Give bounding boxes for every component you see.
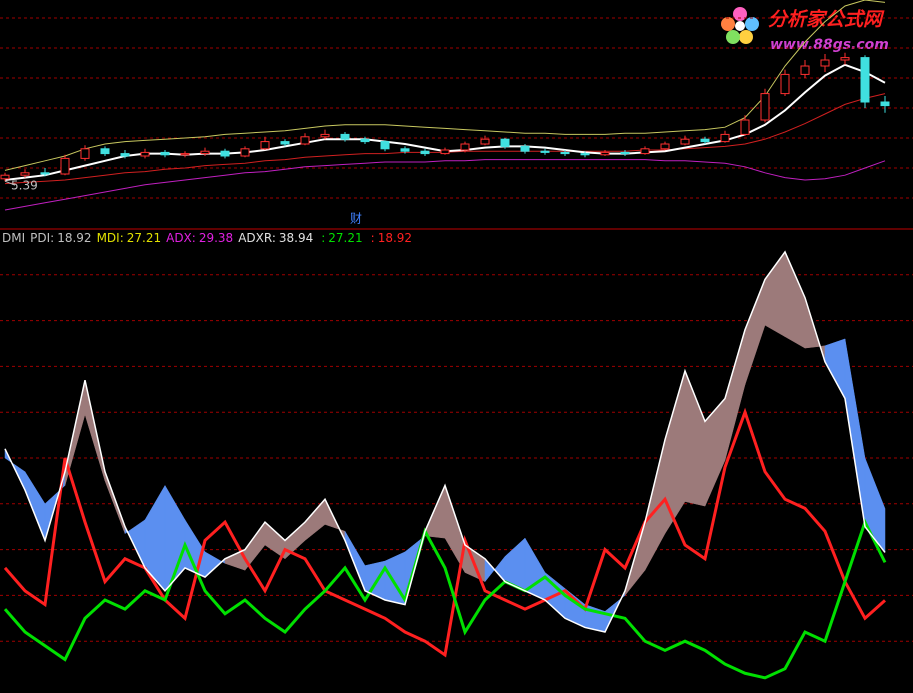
candle-body — [700, 138, 710, 143]
candle-body — [760, 93, 770, 121]
candle-body — [340, 133, 350, 140]
legend: DMI PDI: 18.92 MDI: 27.21 ADX: 29.38 ADXR: 38.94… — [2, 231, 412, 245]
logo-flower — [721, 7, 759, 44]
low-marker-label: 5.39 — [11, 179, 38, 193]
legend-name: ADX: — [166, 231, 196, 245]
candle-body — [540, 150, 550, 153]
series-line — [4, 250, 886, 633]
candle-body — [80, 148, 90, 159]
candle-body — [200, 150, 210, 155]
candle-body — [580, 153, 590, 156]
candle-body — [300, 136, 310, 145]
candle-body — [600, 151, 610, 156]
candle-body — [840, 57, 850, 61]
candle-body — [120, 153, 130, 157]
candle-body — [860, 57, 870, 103]
candle-body — [880, 101, 890, 107]
candle-body — [800, 65, 810, 75]
legend-value: 38.94 — [279, 231, 313, 245]
series-line — [3, 518, 887, 680]
candle-body — [20, 172, 30, 176]
candle-body — [40, 172, 50, 175]
event-marker: 财 — [350, 212, 362, 226]
legend-title: DMI — [2, 231, 25, 245]
candle-body — [100, 148, 110, 155]
legend-value: 29.38 — [199, 231, 233, 245]
candle-body — [400, 148, 410, 152]
candle-body — [0, 174, 10, 180]
logo-name: 分析家公式网 — [768, 9, 885, 31]
series-line — [4, 159, 886, 211]
candle-body — [820, 59, 830, 67]
legend-value: 18.92 — [57, 231, 91, 245]
legend-echo: : — [321, 231, 325, 245]
legend-echo-value: 18.92 — [378, 231, 412, 245]
series-line — [4, 0, 886, 171]
legend-echo-value: 27.21 — [328, 231, 362, 245]
candle-body — [160, 151, 170, 156]
candle-body — [720, 133, 730, 143]
candle-body — [520, 145, 530, 152]
candle-body — [140, 151, 150, 157]
candle-body — [420, 150, 430, 155]
candle-body — [380, 141, 390, 150]
candle-body — [620, 151, 630, 155]
candle-body — [280, 141, 290, 145]
candle-body — [500, 138, 510, 147]
candle-body — [680, 138, 690, 145]
candle-body — [480, 138, 490, 145]
candle-body — [640, 148, 650, 155]
candle-body — [320, 133, 330, 138]
logo-url: www.88gs.com — [770, 37, 889, 53]
candle-body — [260, 141, 270, 150]
legend-name: ADXR: — [238, 231, 276, 245]
candle-body — [240, 148, 250, 157]
candle-body — [560, 151, 570, 155]
low-marker-line — [4, 180, 16, 186]
legend-echo: : — [371, 231, 375, 245]
candle-body — [660, 143, 670, 150]
candle-body — [60, 157, 70, 175]
series-line — [3, 407, 887, 658]
candle-body — [440, 149, 450, 155]
candle-body — [740, 119, 750, 135]
legend-name: MDI: — [97, 231, 124, 245]
legend-value: 27.21 — [127, 231, 161, 245]
candle-body — [780, 73, 790, 95]
candle-body — [220, 150, 230, 157]
legend-name: PDI: — [30, 231, 54, 245]
candle-body — [360, 138, 370, 143]
candle-body — [180, 153, 190, 156]
candle-body — [460, 143, 470, 151]
